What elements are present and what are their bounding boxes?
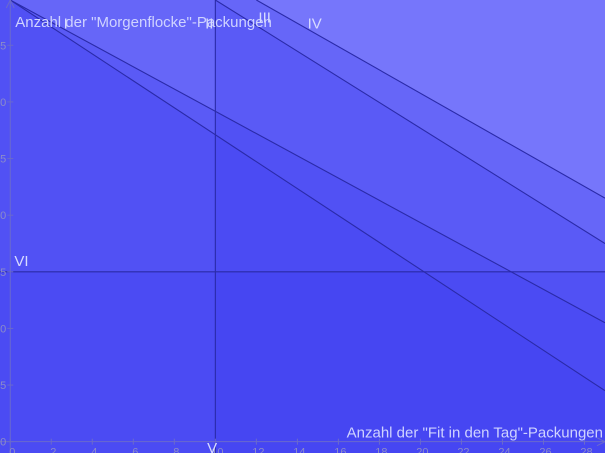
constraint-line-iii — [215, 0, 605, 244]
y-tick-label: 30 — [0, 97, 6, 109]
y-tick-label: 10 — [0, 323, 6, 335]
x-tick-label: 12 — [252, 447, 264, 453]
tick-labels: 024681012141618202224262805101520253035 — [0, 40, 593, 453]
x-axis-arrow — [596, 437, 605, 447]
constraint-line-ii — [9, 0, 605, 324]
x-tick-label: 4 — [91, 447, 97, 453]
x-tick-label: 22 — [457, 447, 469, 453]
region-v — [215, 0, 605, 453]
x-tick-label: 20 — [416, 447, 428, 453]
x-tick-label: 18 — [375, 447, 387, 453]
y-tick-label: 5 — [0, 380, 6, 392]
y-tick-label: 15 — [0, 267, 6, 279]
y-tick-label: 35 — [0, 40, 6, 52]
x-tick-label: 14 — [293, 447, 305, 453]
x-tick-label: 8 — [173, 447, 179, 453]
x-axis-label: Anzahl der "Fit in den Tag"-Packungen — [347, 425, 603, 442]
constraint-line-i — [9, 0, 605, 392]
region-vi — [0, 271, 605, 453]
x-tick-label: 6 — [132, 447, 138, 453]
x-tick-label: 0 — [9, 447, 15, 453]
line-label-ii: II — [205, 15, 213, 32]
x-tick-label: 16 — [334, 447, 346, 453]
y-tick-label: 25 — [0, 154, 6, 166]
x-tick-label: 26 — [539, 447, 551, 453]
x-tick-label: 10 — [211, 447, 223, 453]
y-axis-arrow — [5, 0, 15, 9]
x-tick-label: 28 — [580, 447, 592, 453]
line-label-iv: IV — [308, 15, 322, 32]
x-tick-label: 24 — [498, 447, 510, 453]
y-tick-label: 0 — [0, 437, 6, 449]
x-tick-label: 2 — [50, 447, 56, 453]
line-label-vi: VI — [14, 253, 28, 270]
line-label-v: V — [207, 440, 217, 453]
line-label-i: I — [64, 15, 68, 32]
constraint-line-iv — [256, 0, 605, 199]
y-axis-label: Anzahl der "Morgenflocke"-Packungen — [15, 14, 272, 31]
line-label-iii: III — [258, 10, 271, 27]
y-tick-label: 20 — [0, 210, 6, 222]
